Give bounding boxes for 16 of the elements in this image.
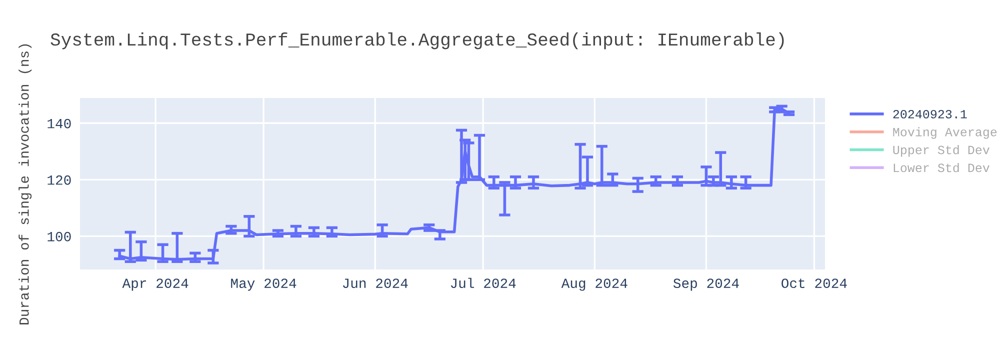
legend-label: 20240923.1 xyxy=(893,110,967,118)
legend-label: Upper Std Dev xyxy=(893,145,990,157)
y-tick-label: 100 xyxy=(48,232,71,242)
legend-label: Moving Average xyxy=(893,127,997,139)
x-tick-label: May 2024 xyxy=(231,278,296,291)
x-tick-label: Oct 2024 xyxy=(782,278,847,288)
x-tick-label: Jun 2024 xyxy=(342,278,408,288)
legend-label: Lower Std Dev xyxy=(894,162,990,172)
y-axis-title: Duration of single invocation (ns) xyxy=(18,44,32,324)
x-tick-label: Sep 2024 xyxy=(673,278,739,291)
chart-title: System.Linq.Tests.Perf_Enumerable.Aggregate_Seed(input: IEnumerable) xyxy=(50,32,784,50)
y-tick-label: 140 xyxy=(48,118,71,128)
x-tick-label: Aug 2024 xyxy=(561,278,628,291)
y-tick-label: 120 xyxy=(48,175,71,185)
x-tick-label: Apr 2024 xyxy=(122,278,188,291)
x-tick-label: Jul 2024 xyxy=(450,278,516,288)
